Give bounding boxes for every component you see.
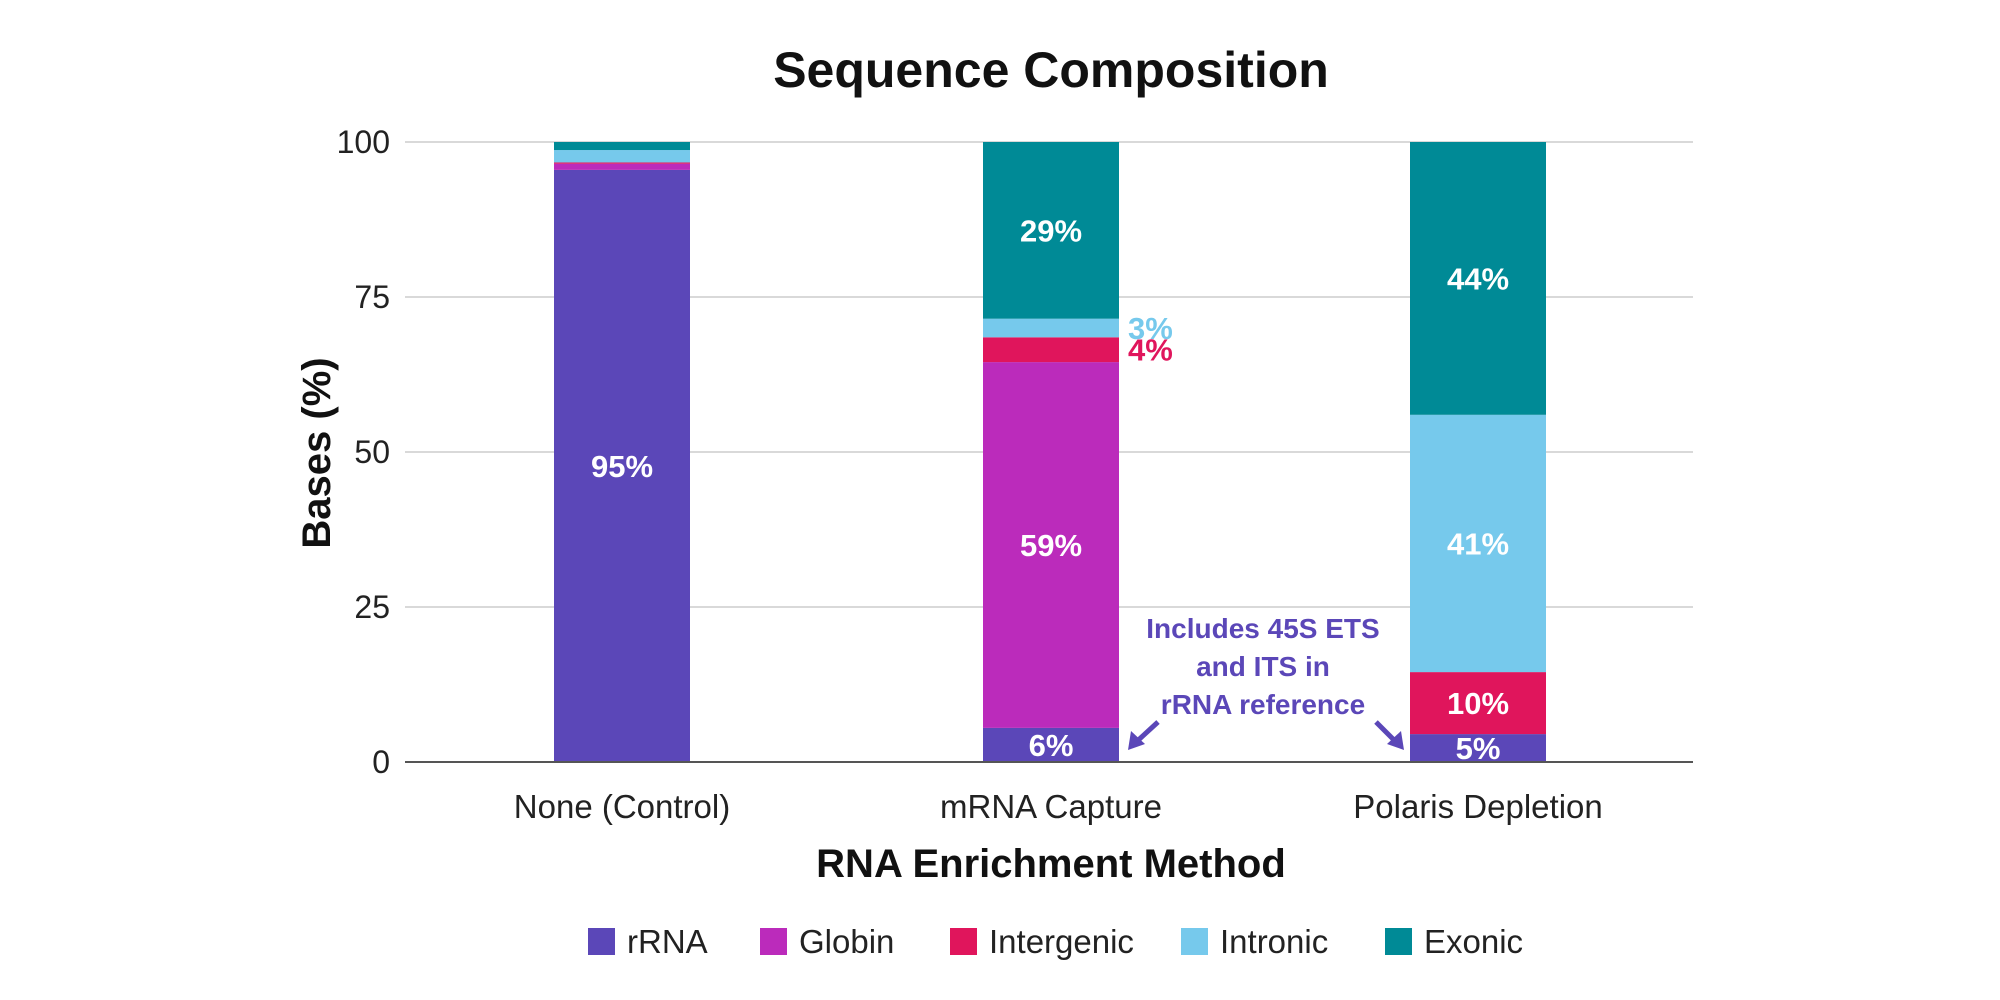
annotation: Includes 45S ETS and ITS in rRNA referen…	[1128, 613, 1404, 750]
bar-segment	[983, 318, 1119, 338]
y-tick-label: 50	[354, 434, 390, 470]
bar-segment-label: 5%	[1456, 731, 1501, 766]
x-axis-title: RNA Enrichment Method	[816, 842, 1286, 886]
chart-title: Sequence Composition	[773, 42, 1329, 98]
bar-segment	[983, 727, 1119, 762]
legend-swatch	[1385, 928, 1412, 955]
bar-segment-label: 6%	[1029, 728, 1074, 763]
annotation-line-1: Includes 45S ETS	[1146, 613, 1379, 644]
x-category-label: None (Control)	[514, 788, 730, 825]
annotation-line-2: and ITS in	[1196, 651, 1330, 682]
y-axis-ticks: 0 25 50 75 100	[337, 124, 390, 780]
x-category-label: Polaris Depletion	[1353, 788, 1602, 825]
x-category-label: mRNA Capture	[940, 788, 1162, 825]
bar-segment-label: 3%	[1128, 311, 1173, 346]
y-tick-label: 100	[337, 124, 390, 160]
bar-segment-label: 59%	[1020, 528, 1082, 563]
legend-label: Intronic	[1220, 923, 1328, 960]
bar-segment	[554, 142, 690, 151]
legend-swatch	[588, 928, 615, 955]
bar-segment	[554, 162, 690, 164]
bar-segment	[983, 362, 1119, 728]
bar-segment	[1410, 734, 1546, 762]
bar-segment	[554, 169, 690, 762]
legend-swatch	[760, 928, 787, 955]
legend-label: rRNA	[627, 923, 708, 960]
bar-segment	[983, 337, 1119, 363]
bar-segment	[1410, 142, 1546, 415]
bar-segment-label: 29%	[1020, 213, 1082, 248]
bar-segment	[1410, 672, 1546, 735]
bar-segment	[983, 142, 1119, 319]
annotation-arrowhead-right	[1387, 731, 1404, 750]
y-axis-title: Bases (%)	[295, 357, 339, 548]
legend-label: Exonic	[1424, 923, 1523, 960]
annotation-arrowhead-left	[1128, 731, 1145, 750]
legend-swatch	[1181, 928, 1208, 955]
bar-segment-label: 41%	[1447, 526, 1509, 561]
bar-segment-label: 4%	[1128, 333, 1173, 368]
bars: 95% 6% 59% 4%3% 29% 5% 10% 41% 44%	[554, 142, 1546, 766]
legend-swatch	[950, 928, 977, 955]
x-axis-categories: None (Control) mRNA Capture Polaris Deplet…	[514, 788, 1603, 825]
bar-segment	[554, 163, 690, 170]
bar-segment-label: 10%	[1447, 686, 1509, 721]
bar-segment-label: 44%	[1447, 261, 1509, 296]
bar-segment	[1410, 414, 1546, 673]
bar-segment-label: 95%	[591, 449, 653, 484]
y-tick-label: 25	[354, 589, 390, 625]
legend: rRNA Globin Intergenic Intronic Exonic	[588, 923, 1523, 960]
annotation-line-3: rRNA reference	[1161, 689, 1365, 720]
y-tick-label: 75	[354, 279, 390, 315]
legend-label: Intergenic	[989, 923, 1134, 960]
legend-label: Globin	[799, 923, 894, 960]
bar-segment	[554, 150, 690, 163]
y-tick-label: 0	[372, 744, 390, 780]
